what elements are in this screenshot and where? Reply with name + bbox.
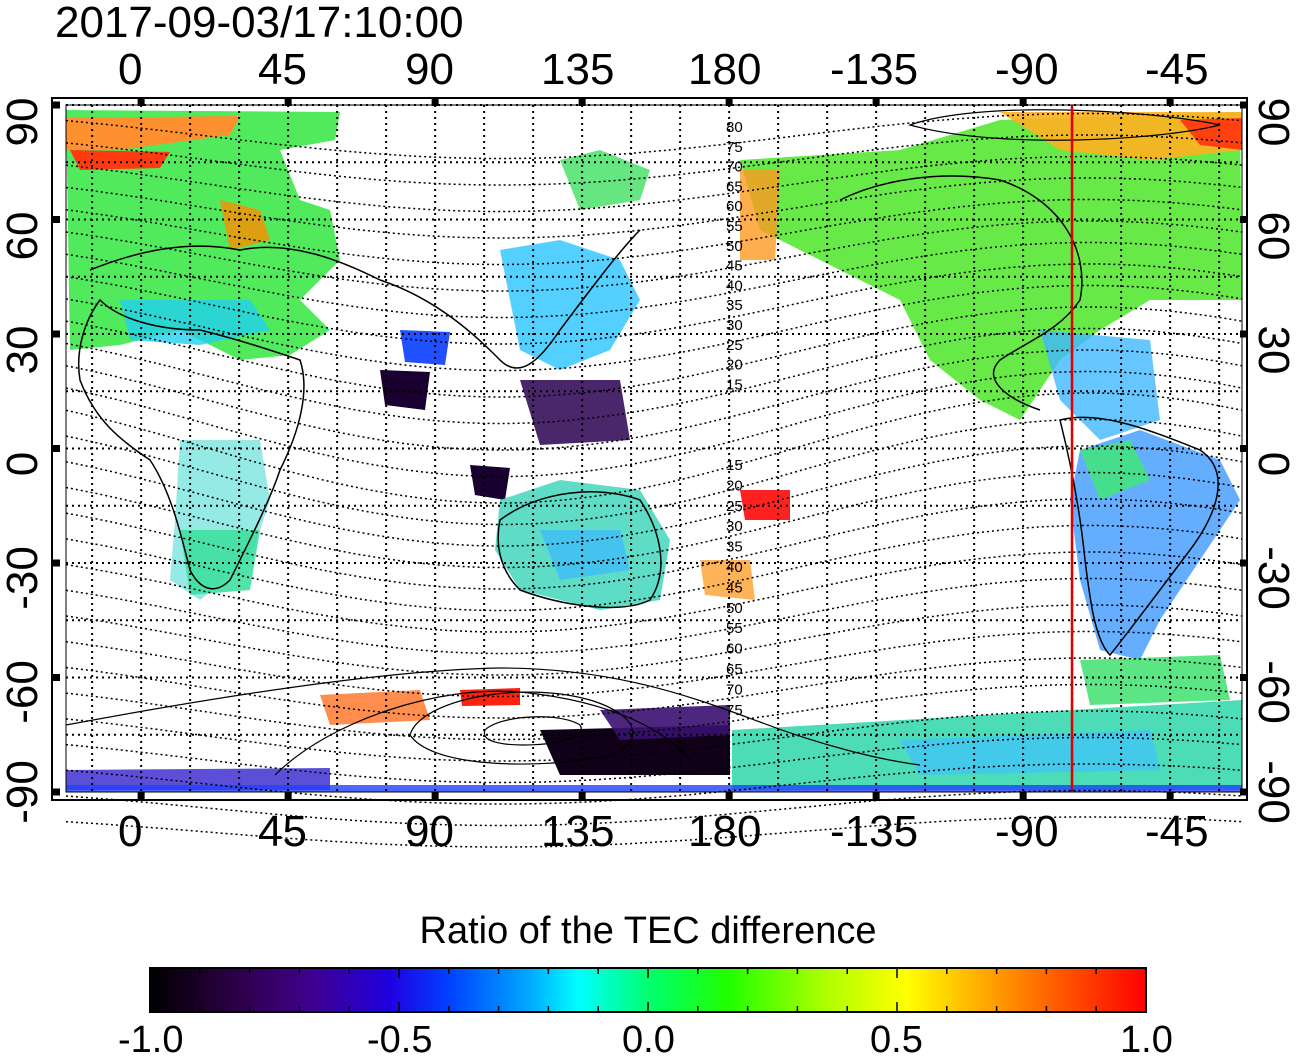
contour-label: 65 bbox=[726, 661, 743, 678]
right-lat-label: -60 bbox=[1249, 660, 1296, 724]
contour-label: 30 bbox=[726, 518, 743, 535]
magnetic-latitude-contour bbox=[65, 498, 1243, 590]
contour-labels-south: 15 20 25 30 35 40 45 50 55 60 65 70 75 bbox=[726, 457, 743, 719]
top-lon-label: -45 bbox=[1145, 45, 1209, 94]
colorbar-ticks bbox=[149, 968, 1147, 1012]
magnetic-latitude-contour bbox=[65, 471, 1243, 569]
magnetic-latitude-contour bbox=[65, 789, 1243, 827]
contour-label: 70 bbox=[726, 681, 743, 698]
contour-label: 40 bbox=[726, 277, 743, 294]
contour-label: 75 bbox=[726, 139, 743, 156]
contour-label: 50 bbox=[726, 600, 743, 617]
magnetic-latitude-contour bbox=[65, 657, 1243, 719]
magnetic-latitude-contour bbox=[65, 710, 1243, 762]
magnetic-latitude-contours bbox=[65, 112, 1243, 848]
left-lat-label: 30 bbox=[0, 325, 47, 375]
magnetic-latitude-contour bbox=[65, 134, 1243, 186]
magnetic-latitude-contour bbox=[65, 284, 1243, 372]
magnetic-latitude-contour bbox=[65, 241, 1243, 319]
contour-label: 40 bbox=[726, 559, 743, 576]
contour-label: 50 bbox=[726, 238, 743, 255]
right-lat-label: -30 bbox=[1249, 546, 1296, 610]
colorbar-tick-label: 0.5 bbox=[870, 1019, 923, 1061]
top-lon-label: 135 bbox=[541, 45, 615, 94]
magnetic-latitude-contour bbox=[65, 604, 1243, 676]
colorbar-title: Ratio of the TEC difference bbox=[419, 910, 877, 952]
top-lon-label: -135 bbox=[830, 45, 919, 94]
map-timestamp: 2017-09-03/17:10:00 bbox=[55, 0, 464, 47]
magnetic-latitude-contour bbox=[65, 392, 1243, 504]
magnetic-latitude-contour bbox=[65, 418, 1243, 526]
coastlines bbox=[77, 175, 1219, 657]
tec-data-layer bbox=[66, 110, 1242, 792]
magnetic-latitude-contour bbox=[65, 349, 1243, 451]
contour-labels-north: 80 75 70 65 60 55 50 45 40 35 30 25 20 15 bbox=[726, 119, 743, 393]
bottom-lon-label: 180 bbox=[688, 807, 762, 856]
magnetic-latitude-contour bbox=[65, 177, 1243, 239]
contour-label: 70 bbox=[726, 159, 743, 176]
magnetic-latitude-contour bbox=[65, 327, 1243, 425]
magnetic-latitude-contour bbox=[65, 816, 1243, 848]
contour-label: 35 bbox=[726, 539, 743, 556]
bottom-lon-label: -45 bbox=[1145, 807, 1209, 856]
right-lat-label: 0 bbox=[1249, 451, 1296, 477]
magnetic-latitude-contour bbox=[65, 445, 1243, 547]
magnetic-latitude-contour bbox=[65, 763, 1243, 805]
magnetic-latitude-contour bbox=[65, 155, 1243, 213]
bottom-lon-label: -135 bbox=[830, 807, 919, 856]
left-lat-label: -30 bbox=[0, 546, 47, 610]
contour-label: 15 bbox=[726, 376, 743, 393]
top-lon-label: 45 bbox=[258, 45, 307, 94]
left-lat-label: -90 bbox=[0, 760, 47, 824]
grid-lines bbox=[66, 104, 1242, 792]
bottom-lon-label: 45 bbox=[258, 807, 307, 856]
contour-label: 20 bbox=[726, 477, 743, 494]
magnetic-latitude-contour bbox=[65, 112, 1243, 160]
contour-label: 60 bbox=[726, 198, 743, 215]
left-lat-label: 90 bbox=[0, 97, 47, 147]
top-lon-label: 180 bbox=[688, 45, 762, 94]
frame-ticks bbox=[52, 98, 1247, 800]
top-lon-label: 0 bbox=[118, 45, 143, 94]
colorbar-tick-label: -1.0 bbox=[118, 1019, 184, 1061]
top-lon-label: -90 bbox=[995, 45, 1059, 94]
colorbar-tick-label: 0.0 bbox=[622, 1019, 675, 1061]
contour-label: 65 bbox=[726, 178, 743, 195]
contour-label: 60 bbox=[726, 641, 743, 658]
magnetic-latitude-contour bbox=[65, 736, 1243, 784]
magnetic-latitude-contour bbox=[65, 524, 1243, 612]
contour-label: 55 bbox=[726, 620, 743, 637]
left-lat-label: -60 bbox=[0, 660, 47, 724]
bottom-lon-label: 135 bbox=[541, 807, 615, 856]
top-lon-label: 90 bbox=[405, 45, 454, 94]
solid-contours bbox=[65, 109, 1221, 776]
colorbar-tick-label: -0.5 bbox=[367, 1019, 433, 1061]
left-lat-label: 60 bbox=[0, 211, 47, 261]
contour-label: 45 bbox=[726, 258, 743, 275]
right-lat-label: -90 bbox=[1249, 760, 1296, 824]
contour-label: 20 bbox=[726, 357, 743, 374]
contour-label: 15 bbox=[726, 457, 743, 474]
right-lat-label: 30 bbox=[1249, 325, 1296, 375]
colorbar-tick-label: 1.0 bbox=[1120, 1019, 1173, 1061]
contour-label: 55 bbox=[726, 218, 743, 235]
contour-label: 25 bbox=[726, 337, 743, 354]
right-lat-label: 60 bbox=[1249, 211, 1296, 261]
bottom-lon-label: -90 bbox=[995, 807, 1059, 856]
left-lat-label: 0 bbox=[0, 451, 47, 477]
bottom-lon-label: 0 bbox=[118, 807, 143, 856]
contour-label: 35 bbox=[726, 297, 743, 314]
contour-label: 25 bbox=[726, 498, 743, 515]
bottom-lon-label: 90 bbox=[405, 807, 454, 856]
contour-label: 30 bbox=[726, 317, 743, 334]
magnetic-latitude-contour bbox=[65, 370, 1243, 478]
contour-label: 45 bbox=[726, 579, 743, 596]
right-lat-label: 90 bbox=[1249, 97, 1296, 147]
contour-label: 75 bbox=[726, 702, 743, 719]
magnetic-latitude-contour bbox=[65, 306, 1243, 398]
magnetic-latitude-contour bbox=[65, 577, 1243, 655]
contour-label: 80 bbox=[726, 119, 743, 136]
